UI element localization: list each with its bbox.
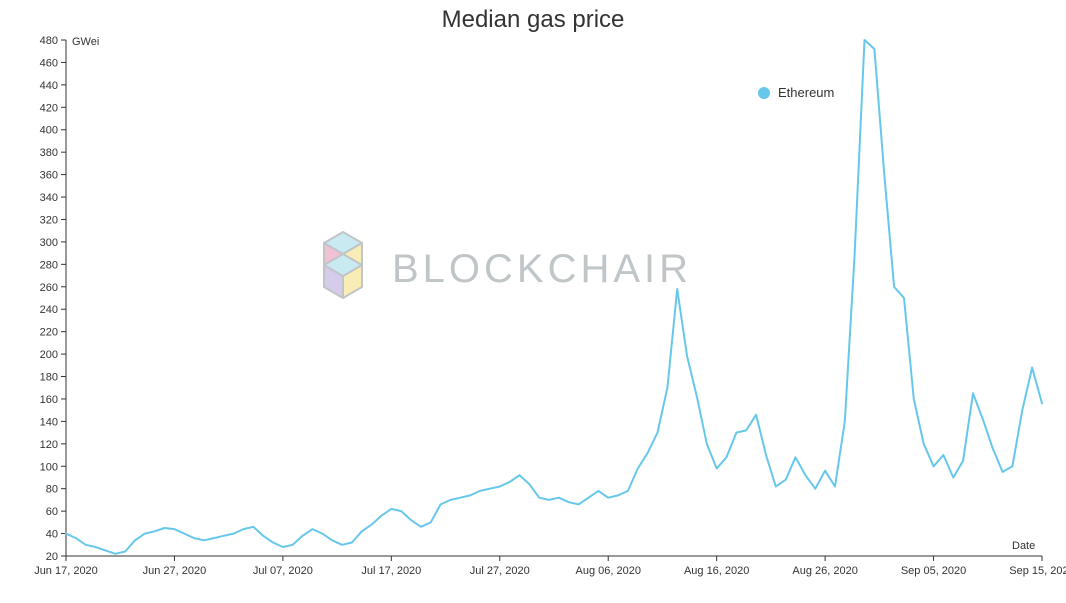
svg-text:300: 300	[40, 237, 58, 249]
svg-text:Jul 07, 2020: Jul 07, 2020	[253, 565, 313, 577]
svg-text:200: 200	[40, 349, 58, 361]
svg-text:Jul 27, 2020: Jul 27, 2020	[470, 565, 530, 577]
svg-text:Sep 05, 2020: Sep 05, 2020	[901, 565, 966, 577]
svg-text:160: 160	[40, 394, 58, 406]
chart-legend: Ethereum	[758, 85, 834, 100]
legend-label: Ethereum	[778, 85, 834, 100]
svg-text:Jul 17, 2020: Jul 17, 2020	[361, 565, 421, 577]
legend-marker-icon	[758, 87, 770, 99]
svg-text:360: 360	[40, 170, 58, 182]
svg-text:340: 340	[40, 192, 58, 204]
svg-text:80: 80	[46, 484, 58, 496]
svg-text:480: 480	[40, 35, 58, 47]
x-axis-label: Date	[1012, 540, 1035, 552]
svg-text:Sep 15, 2020: Sep 15, 2020	[1009, 565, 1066, 577]
svg-text:280: 280	[40, 259, 58, 271]
svg-text:260: 260	[40, 282, 58, 294]
svg-text:140: 140	[40, 416, 58, 428]
chart-plot: 20 40 60 80 100 120 140 160 180 200 220 240 260 280 30…	[0, 0, 1066, 603]
svg-text:Jun 17, 2020: Jun 17, 2020	[34, 565, 98, 577]
svg-text:40: 40	[46, 529, 58, 541]
svg-text:460: 460	[40, 57, 58, 69]
svg-text:Aug 26, 2020: Aug 26, 2020	[792, 565, 857, 577]
svg-text:Jun 27, 2020: Jun 27, 2020	[143, 565, 207, 577]
svg-text:440: 440	[40, 80, 58, 92]
svg-text:400: 400	[40, 125, 58, 137]
svg-text:180: 180	[40, 372, 58, 384]
svg-text:100: 100	[40, 461, 58, 473]
svg-text:320: 320	[40, 214, 58, 226]
svg-text:240: 240	[40, 304, 58, 316]
svg-text:Aug 06, 2020: Aug 06, 2020	[575, 565, 640, 577]
svg-text:120: 120	[40, 439, 58, 451]
svg-text:420: 420	[40, 102, 58, 114]
svg-text:220: 220	[40, 327, 58, 339]
svg-text:60: 60	[46, 506, 58, 518]
svg-text:380: 380	[40, 147, 58, 159]
chart-container: Median gas price BLOCKCHAIR 204060801001…	[0, 0, 1066, 603]
svg-text:Aug 16, 2020: Aug 16, 2020	[684, 565, 749, 577]
svg-text:20: 20	[46, 551, 58, 563]
y-axis-unit-label: GWei	[72, 36, 99, 48]
